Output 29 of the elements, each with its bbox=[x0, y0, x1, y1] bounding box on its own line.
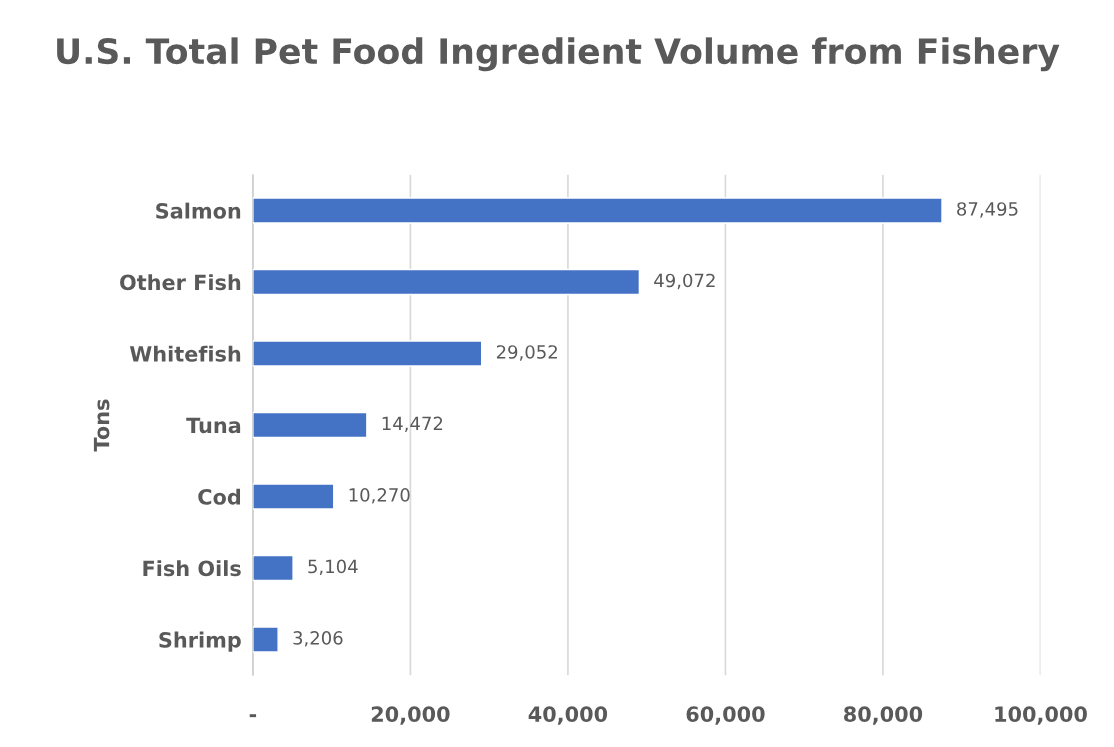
y-tick-label: Cod bbox=[198, 488, 241, 505]
y-tick-label: Other Fish bbox=[120, 274, 241, 291]
x-tick-label: 100,000 bbox=[995, 706, 1087, 725]
data-label: 10,270 bbox=[349, 488, 410, 504]
bar bbox=[252, 197, 943, 224]
x-tick-label: 80,000 bbox=[844, 706, 923, 725]
x-tick-label: 20,000 bbox=[371, 706, 450, 725]
bar bbox=[252, 340, 483, 367]
y-tick-label: Fish Oils bbox=[143, 560, 241, 577]
y-tick-label: Tuna bbox=[186, 417, 241, 434]
x-tick-label: - bbox=[249, 714, 257, 718]
data-label: 5,104 bbox=[308, 559, 358, 576]
bar bbox=[252, 268, 641, 296]
data-label: 87,495 bbox=[957, 202, 1018, 218]
bar bbox=[252, 483, 335, 510]
bar bbox=[252, 554, 294, 582]
y-tick-label: Salmon bbox=[156, 202, 241, 219]
chart-title: U.S. Total Pet Food Ingredient Volume from Fishery bbox=[57, 37, 1060, 72]
x-tick-label: 60,000 bbox=[686, 706, 765, 725]
x-tick-label: 40,000 bbox=[528, 706, 608, 725]
y-tick-label: Shrimp bbox=[159, 631, 241, 652]
data-label: 3,206 bbox=[293, 631, 343, 647]
y-tick-label: Whitefish bbox=[129, 345, 241, 362]
bar bbox=[252, 626, 279, 653]
y-axis-title: Tons bbox=[93, 399, 110, 452]
data-label: 14,472 bbox=[382, 416, 443, 433]
data-label: 49,072 bbox=[654, 273, 715, 290]
data-label: 29,052 bbox=[496, 345, 557, 361]
bar bbox=[252, 411, 368, 439]
